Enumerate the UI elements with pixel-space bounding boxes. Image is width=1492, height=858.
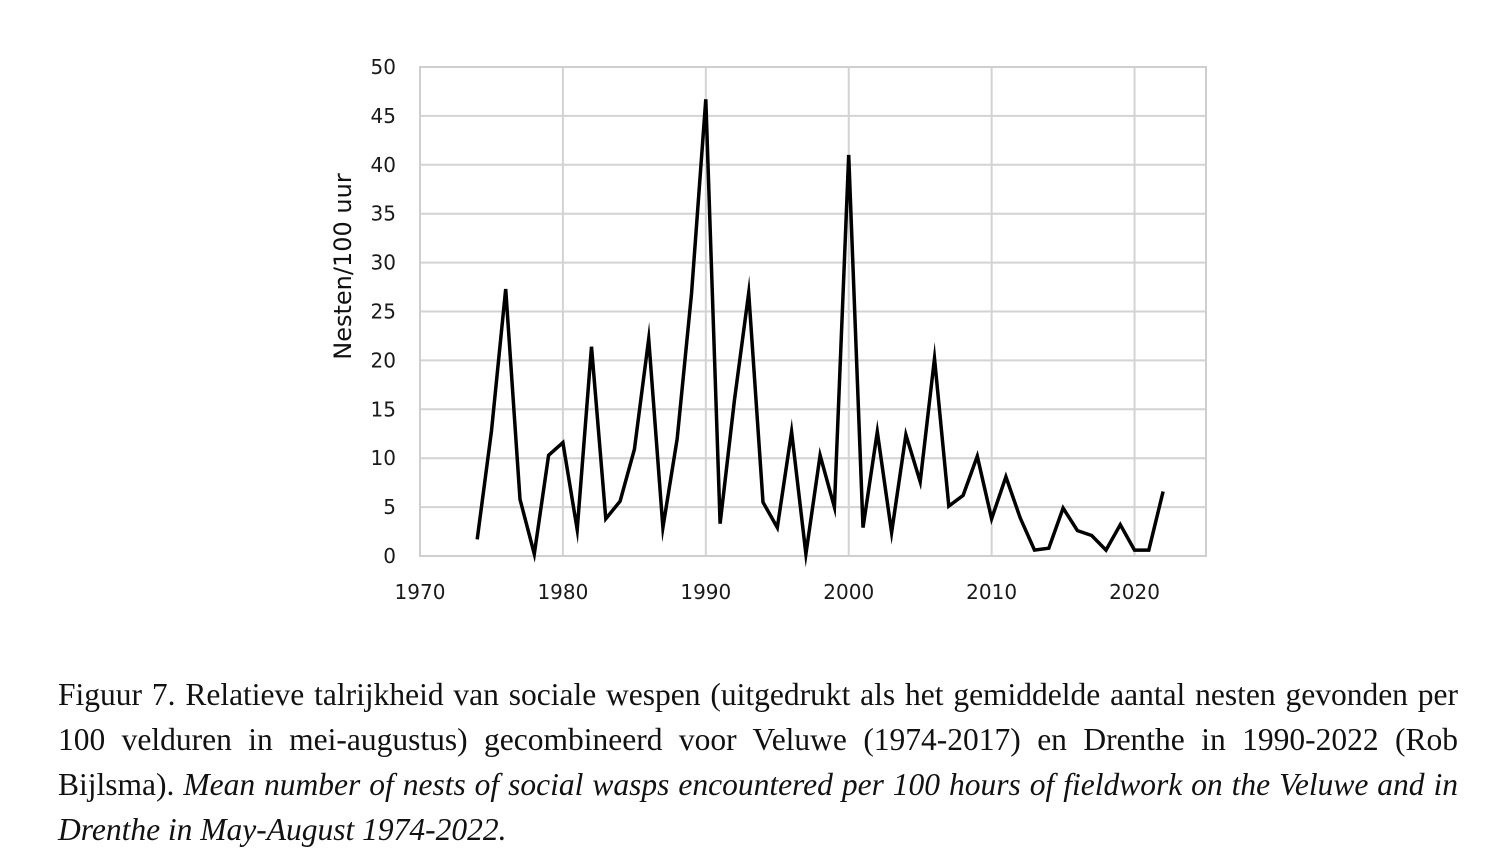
- y-tick-label: 25: [371, 300, 396, 324]
- caption-english: Mean number of nests of social wasps enc…: [58, 767, 1459, 847]
- figure-caption: Figuur 7. Relatieve talrijkheid van soci…: [58, 672, 1458, 852]
- y-axis-ticks: 0 5 10 15 20 25 30 35 40 45 50: [371, 55, 396, 568]
- y-tick-label: 20: [371, 348, 396, 372]
- y-tick-label: 50: [371, 55, 396, 79]
- caption-dutch: Figuur 7. Relatieve talrijkheid van soci…: [58, 677, 1458, 802]
- y-tick-label: 10: [371, 446, 396, 470]
- y-axis-label: Nesten/100 uur: [329, 173, 357, 360]
- y-tick-label: 35: [371, 202, 396, 226]
- y-tick-label: 40: [371, 153, 396, 177]
- x-tick-label: 1970: [395, 580, 446, 604]
- x-tick-label: 2000: [823, 580, 874, 604]
- series-line: [475, 99, 1165, 568]
- x-tick-label: 2020: [1109, 580, 1160, 604]
- y-tick-label: 15: [371, 397, 396, 421]
- y-tick-label: 0: [383, 544, 396, 568]
- x-tick-label: 2010: [966, 580, 1017, 604]
- y-tick-label: 5: [383, 495, 396, 519]
- x-tick-label: 1990: [680, 580, 731, 604]
- plot-frame: [419, 66, 1207, 557]
- gridlines: [419, 66, 1206, 557]
- y-tick-label: 30: [371, 251, 396, 275]
- x-axis-ticks: 1970 1980 1990 2000 2010 2020: [395, 580, 1160, 604]
- y-tick-label: 45: [371, 104, 396, 128]
- series-group: [475, 99, 1165, 568]
- line-chart: 0 5 10 15 20 25 30 35 40 45 50 1970 1980 1990 2000 201…: [329, 55, 1207, 604]
- x-tick-label: 1980: [537, 580, 588, 604]
